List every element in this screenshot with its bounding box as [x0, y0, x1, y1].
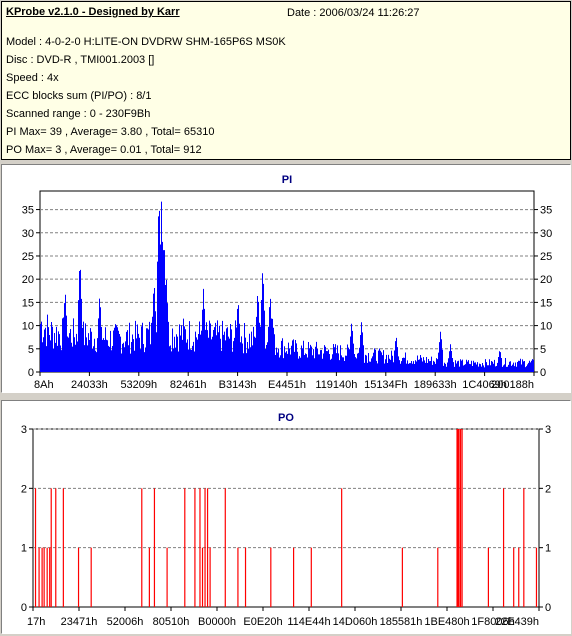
chart-title: PI — [282, 174, 292, 186]
plot-area — [39, 190, 535, 373]
po-bars — [34, 429, 538, 607]
y-tick-label: 20 — [540, 274, 552, 286]
info-disc: Disc : DVD-R , TMI001.2003 [] — [6, 54, 155, 66]
info-range: Scanned range : 0 - 230F9Bh — [6, 108, 151, 120]
x-tick-label: 1F8006h — [471, 616, 514, 628]
plot-area — [32, 428, 540, 608]
info-panel: KProbe v2.1.0 - Designed by Karr Date : … — [1, 1, 571, 160]
x-tick-label: 23471h — [61, 616, 98, 628]
pi-chart: 0 0 5 5 10 10 15 15 20 20 25 25 30 30 35 35 PI 8Ah 24033h 5… — [22, 174, 553, 391]
y-tick-label: 30 — [22, 228, 34, 240]
y-tick-label: 3 — [21, 424, 27, 436]
chart-title: PO — [278, 412, 294, 424]
y-tick-label: 0 — [545, 602, 551, 614]
x-tick-label: 82461h — [170, 379, 207, 391]
x-tick-label: 15134Fh — [364, 379, 407, 391]
x-tick-label: 114E44h — [287, 616, 330, 628]
x-tick-label: 189633h — [414, 379, 457, 391]
x-tick-label: 53209h — [120, 379, 157, 391]
x-tick-label: 80510h — [153, 616, 190, 628]
pi-bars — [40, 201, 534, 372]
info-speed: Speed : 4x — [6, 72, 59, 84]
y-tick-label: 10 — [540, 321, 552, 333]
x-tick-label: 14D060h — [333, 616, 378, 628]
y-tick-label: 25 — [22, 251, 34, 263]
x-tick-label: 119140h — [315, 379, 357, 391]
x-tick-label: 200188h — [491, 379, 534, 391]
pi-chart-panel: 0 0 5 5 10 10 15 15 20 20 25 25 30 30 35 35 PI 8Ah 24033h 5… — [1, 164, 571, 393]
y-tick-label: 20 — [22, 274, 34, 286]
info-po-stats: PO Max= 3 , Average= 0.01 , Total= 912 — [6, 144, 202, 156]
y-tick-label: 0 — [540, 367, 546, 379]
y-tick-label: 2 — [545, 483, 551, 495]
x-tick-label: 22E439h — [495, 616, 539, 628]
info-model: Model : 4-0-2-0 H:LITE-ON DVDRW SHM-165P… — [6, 36, 286, 48]
y-tick-label: 25 — [540, 251, 552, 263]
y-tick-label: 35 — [540, 205, 552, 217]
x-tick-label: 185581h — [380, 616, 423, 628]
y-tick-label: 30 — [540, 228, 552, 240]
x-tick-label: B3143h — [219, 379, 257, 391]
x-tick-label: 1BE480h — [424, 616, 469, 628]
x-tick-label: B0000h — [198, 616, 236, 628]
y-tick-label: 5 — [28, 344, 34, 356]
y-tick-label: 2 — [21, 483, 27, 495]
app-title: KProbe v2.1.0 - Designed by Karr — [6, 6, 180, 18]
y-tick-label: 15 — [540, 297, 552, 309]
scan-date: Date : 2006/03/24 11:26:27 — [287, 7, 420, 19]
y-tick-label: 15 — [22, 297, 34, 309]
y-tick-label: 1 — [545, 543, 551, 555]
y-tick-label: 3 — [545, 424, 551, 436]
y-tick-label: 0 — [21, 602, 27, 614]
x-tick-label: E4451h — [268, 379, 306, 391]
x-tick-label: 8Ah — [34, 379, 54, 391]
y-tick-label: 1 — [21, 543, 27, 555]
po-chart-panel: 0 0 1 1 2 2 3 3 PO 17h 23471h 52006h 80510h B0000h E0E… — [1, 400, 571, 634]
y-tick-label: 0 — [28, 367, 34, 379]
x-tick-label: 52006h — [107, 616, 144, 628]
x-tick-label: 24033h — [71, 379, 108, 391]
po-chart: 0 0 1 1 2 2 3 3 PO 17h 23471h 52006h 80510h B0000h E0E… — [21, 412, 551, 628]
y-tick-label: 10 — [22, 321, 34, 333]
info-ecc: ECC blocks sum (PI/PO) : 8/1 — [6, 90, 152, 102]
info-pi-stats: PI Max= 39 , Average= 3.80 , Total= 6531… — [6, 126, 215, 138]
y-tick-label: 35 — [22, 205, 34, 217]
y-tick-label: 5 — [540, 344, 546, 356]
x-tick-label: 17h — [27, 616, 45, 628]
x-tick-label: E0E20h — [243, 616, 282, 628]
x-tick-label: 1C4069h — [462, 379, 507, 391]
